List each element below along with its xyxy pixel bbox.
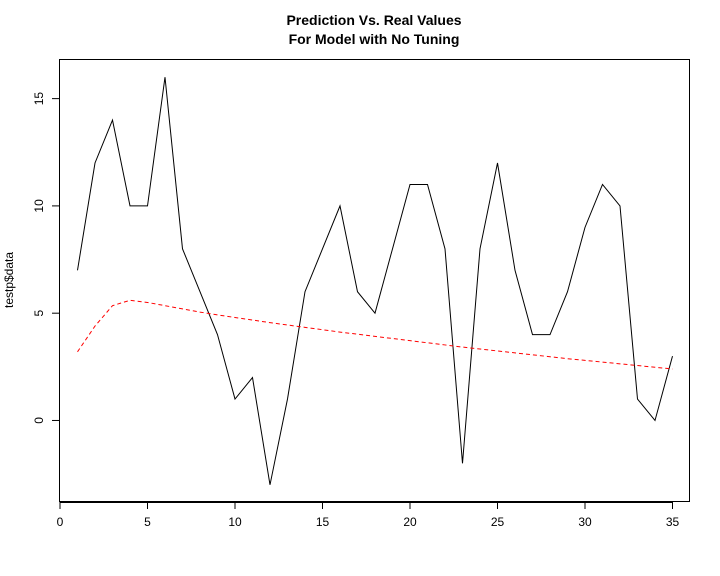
series-line-prediction: [77, 299, 673, 370]
y-tick-label: 10: [32, 199, 46, 213]
x-tick-label: 0: [57, 515, 64, 529]
x-tick-label: 20: [403, 515, 417, 529]
x-tick-label: 25: [491, 515, 505, 529]
y-tick-label: 5: [32, 310, 46, 317]
x-tick-label: 5: [144, 515, 151, 529]
chart-title-line-1: Prediction Vs. Real Values: [286, 12, 461, 28]
series-layer: [77, 77, 673, 485]
chart-title-line-2: For Model with No Tuning: [289, 31, 460, 47]
series-line-real: [77, 77, 673, 485]
x-tick-label: 15: [316, 515, 330, 529]
x-tick-label: 10: [228, 515, 242, 529]
x-tick-label: 30: [578, 515, 592, 529]
y-tick-label: 0: [32, 417, 46, 424]
x-axis: 0 5 10 15 20 25 30 35: [57, 502, 680, 529]
y-axis: 0 5 10 15: [32, 92, 60, 424]
x-tick-label: 35: [666, 515, 680, 529]
plot-frame: [59, 59, 690, 502]
y-axis-label: testp$data: [2, 252, 16, 308]
y-tick-label: 15: [32, 92, 46, 106]
